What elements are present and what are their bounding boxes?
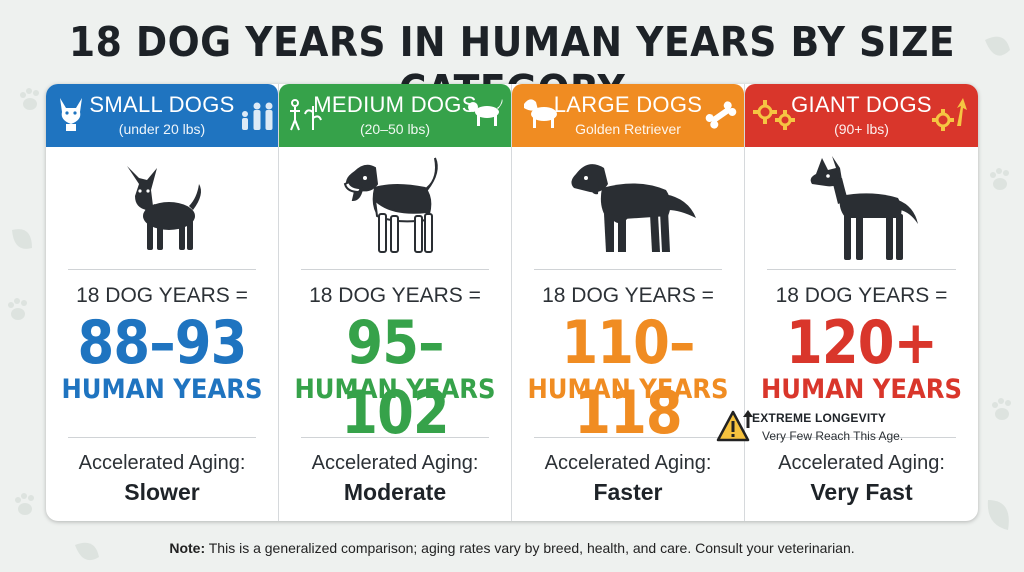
comparison-panel: SMALL DOGS (under 20 lbs) 18 DOG YEARS = [46,84,978,521]
human-years-label: HUMAN YEARS [294,374,496,405]
leaf-icon [985,36,1010,56]
column-subtitle: (20–50 lbs) [359,121,431,137]
human-years-range: 95–102 [341,308,449,448]
retriever-small-icon [524,99,557,128]
aging-label: Accelerated Aging: [311,452,479,474]
paw-print-icon [992,398,1011,420]
column-large-dogs: LARGE DOGS Golden Retriever 18 [512,84,745,521]
paw-print-icon [8,298,27,320]
note-text: This is a generalized comparison; aging … [205,540,855,556]
aging-value: Very Fast [810,479,913,505]
warning-triangle-icon [716,410,750,442]
note-label: Note: [169,540,206,556]
divider [767,437,956,438]
column-small-dogs: SMALL DOGS (under 20 lbs) 18 DOG YEARS = [46,84,279,521]
aging-label: Accelerated Aging: [544,452,712,474]
divider [534,269,722,270]
paw-print-icon [990,168,1009,190]
footer-note: Note: This is a generalized comparison; … [0,540,1024,556]
aging-label: Accelerated Aging: [78,452,246,474]
beagle-icon [343,157,438,253]
aging-value: Slower [124,479,200,505]
column-subtitle: Golden Retriever [575,121,681,137]
paw-print-icon [20,88,39,110]
divider [68,437,256,438]
divider [534,437,722,438]
human-years-label: HUMAN YEARS [760,374,963,405]
column-giant-dogs: GIANT DOGS (90+ lbs) 18 DOG YEARS = 1 [745,84,978,521]
dog-years-label: 18 DOG YEARS = [775,284,948,307]
leaf-icon [12,229,32,249]
aging-value: Faster [593,479,663,505]
column-name: MEDIUM DOGS [313,92,477,117]
extreme-longevity-warning: EXTREME LONGEVITY Very Few Reach This Ag… [716,408,936,448]
dog-years-label: 18 DOG YEARS = [542,284,714,307]
human-years-range: 120+ [786,308,938,378]
paw-print-icon [15,493,34,515]
column-subtitle: (90+ lbs) [834,121,889,137]
dog-years-label: 18 DOG YEARS = [309,284,481,307]
divider [68,269,256,270]
human-years-label: HUMAN YEARS [61,374,263,405]
aging-label: Accelerated Aging: [778,452,945,474]
chihuahua-head-icon [60,98,82,131]
chihuahua-icon [127,166,201,250]
gears-icon [753,100,795,130]
column-name: GIANT DOGS [791,92,932,117]
warning-text: Very Few Reach This Age. [762,429,904,443]
human-years-range: 88–93 [77,308,248,378]
column-name: LARGE DOGS [553,92,703,117]
column-header-small: SMALL DOGS (under 20 lbs) [46,84,278,147]
person-and-plant-icon [290,99,322,131]
leaf-icon [987,500,1009,530]
column-header-giant: GIANT DOGS (90+ lbs) [745,84,978,147]
column-medium-dogs: MEDIUM DOGS (20–50 lbs) [279,84,512,521]
column-name: SMALL DOGS [89,92,235,117]
family-icon [242,102,273,130]
bone-icon [705,101,737,129]
great-dane-icon [810,156,918,260]
warning-title: EXTREME LONGEVITY [752,411,887,425]
human-years-label: HUMAN YEARS [527,374,729,405]
divider [301,437,489,438]
column-header-medium: MEDIUM DOGS (20–50 lbs) [279,84,511,147]
column-subtitle: (under 20 lbs) [118,121,206,137]
divider [301,269,489,270]
dog-years-label: 18 DOG YEARS = [76,284,248,307]
aging-value: Moderate [343,479,447,505]
arrow-up-icon [743,410,753,428]
column-header-large: LARGE DOGS Golden Retriever [512,84,744,147]
beagle-small-icon [468,99,503,126]
divider [767,269,956,270]
human-years-range: 110–118 [561,308,695,448]
gear-arrow-icon [932,98,967,131]
golden-retriever-icon [571,164,696,252]
